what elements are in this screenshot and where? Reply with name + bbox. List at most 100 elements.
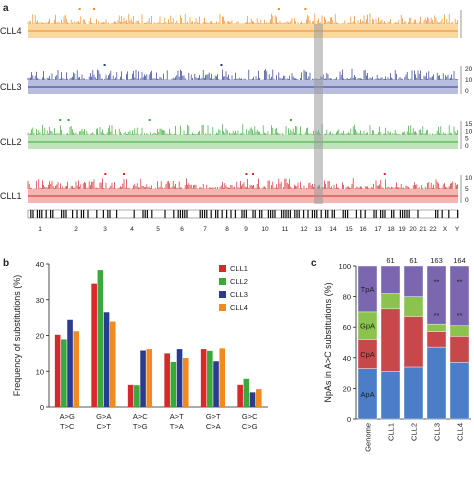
ideogram-band [226,210,228,218]
ideogram-band [76,210,78,218]
chromosome-label: 22 [429,226,437,233]
ideogram-band [259,210,261,218]
significance-marker: ** [434,277,440,286]
mutation-density [27,68,458,80]
segment-label: ApA [360,390,374,399]
ideogram-band [261,210,263,218]
bar-cll3 [213,361,219,407]
cluster-marker [59,119,62,121]
y-tick-label: 80 [343,293,351,302]
ideogram-band [311,210,313,218]
ideogram-band [72,210,74,218]
bar-cll1 [54,334,61,407]
ideogram-band [83,210,85,218]
cluster-marker [93,8,96,10]
ideogram-band [146,210,148,218]
x-tick-label: T>G [133,422,148,431]
ideogram-band [437,210,439,218]
x-tick-label: G>T [206,412,221,421]
panel-letter-b: b [3,258,9,269]
ideogram-band [289,210,291,218]
track-label-cll1: CLL1 [0,191,22,201]
legend-label: CLL2 [230,277,248,286]
stack-segment-tpa [403,265,424,297]
legend-swatch [219,304,226,311]
x-tick-label: C>A [206,422,221,431]
chromosome-label: 2 [74,226,78,233]
segment-label: GpA [360,322,375,331]
ideogram-band [151,210,153,218]
y-tick-label: 10 [36,367,44,376]
ideogram-band [107,210,109,218]
ideogram-band [204,210,206,218]
cluster-marker [78,8,81,10]
ideogram-band [342,210,344,218]
mutation-density [27,178,458,189]
bar-cll4 [109,321,116,407]
ideogram-band [164,210,166,218]
ideogram-band [380,210,382,218]
cluster-marker [104,173,107,175]
bar-cll4 [73,331,80,407]
y-tick-label: 20 [343,384,351,393]
chromosome-label: 9 [244,226,248,233]
stack-segment-cpa [380,308,401,372]
ideogram-band [325,210,327,218]
cluster-marker [123,173,126,175]
bar-cll4 [219,348,226,407]
ideogram-band [221,210,223,218]
x-tick-label: A>C [133,412,148,421]
ideogram-band [245,210,247,218]
ideogram-band [182,210,184,218]
chromosome-label: 1 [38,226,42,233]
segment-label: CpA [360,350,375,359]
ideogram-band [217,210,219,218]
chromosome-label: 6 [180,226,184,233]
panel-letter-c: c [311,258,317,269]
stack-segment-cpa [426,331,447,348]
x-tick-label: A>T [170,412,184,421]
bar-cll2 [61,339,67,407]
ideogram-band [364,210,366,218]
highlight-region [314,24,323,204]
ideogram-band [96,210,98,218]
bar-cll1 [237,384,243,407]
bar-cll3 [249,392,256,407]
ideogram-band [285,210,287,218]
stack-segment-apa [380,371,401,420]
ideogram-band [252,210,254,218]
track-y-tick: 20 [465,66,473,73]
bar-cll3 [67,319,73,407]
ideogram-band [448,210,450,218]
stack-segment-gpa [426,323,447,332]
chromosome-label: 17 [374,226,382,233]
stack-segment-tpa [426,265,447,325]
ideogram-band [272,210,274,218]
ideogram-band [45,210,47,218]
y-tick-label: 0 [40,403,44,412]
ideogram-band [333,210,335,218]
mutation-density [27,13,458,24]
stack-segment-tpa [449,265,470,326]
y-axis-label: NpAs in A>C substitutions (%) [323,282,333,402]
ideogram-band [241,210,243,218]
cluster-marker [220,64,223,66]
cluster-marker [251,173,254,175]
track-cll3: 20 10 0 CLL3 [0,64,473,95]
ideogram-band [234,210,236,218]
chromosome-label: 14 [329,226,337,233]
track-cll4: CLL4 [0,8,462,38]
ideogram-band [210,210,212,218]
y-tick-label: 40 [36,260,44,269]
ideogram-band [215,210,217,218]
stack-segment-cpa [449,336,470,363]
ideogram-band [65,210,67,218]
x-tick-label: A>G [60,412,75,421]
y-tick-label: 20 [36,332,44,341]
ideogram-band [179,210,181,218]
ideogram-band [360,210,362,218]
bar-cll4 [146,349,153,407]
chromosome-label: 21 [419,226,427,233]
track-y-tick: 0 [465,143,469,150]
